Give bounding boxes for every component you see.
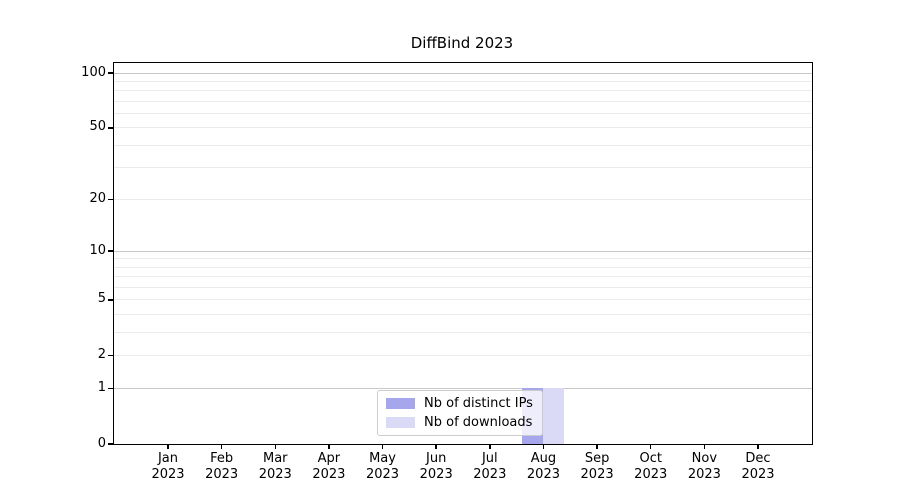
x-tick-label-month: Oct — [639, 451, 662, 466]
legend-swatch-distinct-ips-icon — [386, 398, 415, 410]
x-tick-label-year: 2023 — [634, 467, 668, 482]
x-tick-mark — [489, 444, 491, 449]
y-tick-mark — [108, 387, 113, 390]
legend-label-distinct-ips: Nb of distinct IPs — [424, 396, 533, 412]
bar-downloads — [543, 388, 565, 444]
y-tick-label: 1 — [97, 379, 106, 395]
x-tick-label-year: 2023 — [687, 467, 721, 482]
x-tick-label: Dec 2023 — [723, 451, 793, 483]
y-tick-label: 5 — [97, 291, 106, 307]
legend-entry-downloads: Nb of downloads — [386, 415, 534, 430]
minor-gridline — [114, 287, 812, 289]
x-tick-label: Jul 2023 — [455, 451, 525, 483]
x-tick-label-year: 2023 — [151, 467, 185, 482]
x-tick-label-month: Aug — [530, 451, 557, 466]
x-tick-label-month: Apr — [317, 451, 341, 466]
major-gridline — [114, 72, 812, 74]
x-tick-mark — [596, 444, 598, 449]
x-tick-label-month: Jun — [426, 451, 447, 466]
x-tick-label-year: 2023 — [580, 467, 614, 482]
minor-gridline — [114, 127, 812, 129]
x-tick-mark — [757, 444, 759, 449]
y-tick-label: 20 — [89, 190, 106, 206]
x-tick-mark — [274, 444, 277, 449]
x-tick-label: Apr 2023 — [294, 451, 364, 483]
x-tick-label-year: 2023 — [526, 467, 560, 482]
x-tick-label-year: 2023 — [205, 467, 239, 482]
x-tick-label-year: 2023 — [419, 467, 453, 482]
x-tick-label: May 2023 — [348, 451, 418, 483]
minor-gridline — [114, 167, 812, 169]
legend-swatch-downloads-icon — [386, 416, 415, 428]
legend-label-downloads: Nb of downloads — [424, 414, 533, 430]
y-tick-mark — [108, 354, 113, 357]
minor-gridline — [114, 198, 812, 200]
legend-entry-distinct-ips: Nb of distinct IPs — [386, 396, 534, 411]
x-tick-label: Feb 2023 — [187, 451, 257, 483]
x-tick-mark — [328, 444, 330, 449]
x-tick-mark — [381, 444, 384, 449]
minor-gridline — [114, 276, 812, 278]
x-tick-label-year: 2023 — [312, 467, 346, 482]
x-tick-label-year: 2023 — [741, 467, 775, 482]
x-tick-label-year: 2023 — [365, 467, 400, 482]
y-tick-label: 100 — [81, 64, 106, 80]
x-tick-mark — [435, 444, 437, 449]
x-tick-mark — [167, 444, 169, 449]
major-gridline — [114, 387, 812, 389]
minor-gridline — [114, 355, 812, 357]
x-tick-label-month: Dec — [745, 451, 771, 466]
y-tick-label: 0 — [97, 435, 106, 451]
minor-gridline — [114, 258, 812, 260]
minor-gridline — [114, 80, 812, 82]
x-tick-label: Mar 2023 — [240, 451, 310, 483]
x-tick-mark — [220, 444, 223, 449]
minor-gridline — [114, 266, 812, 268]
minor-gridline — [114, 144, 812, 146]
x-tick-label-year: 2023 — [473, 467, 507, 482]
minor-gridline — [114, 314, 812, 316]
x-tick-label-year: 2023 — [258, 467, 292, 482]
x-tick-mark — [703, 444, 706, 449]
y-tick-mark — [108, 127, 113, 129]
x-tick-label-month: Jul — [481, 451, 498, 466]
x-tick-label-month: May — [369, 451, 396, 466]
y-tick-mark — [108, 198, 113, 200]
x-tick-label-month: Mar — [263, 451, 288, 466]
x-tick-mark — [649, 444, 652, 449]
y-tick-mark — [108, 250, 113, 252]
x-tick-mark — [542, 444, 545, 449]
minor-gridline — [114, 100, 812, 102]
x-tick-label: Jun 2023 — [401, 451, 471, 483]
minor-gridline — [114, 299, 812, 301]
y-tick-label: 2 — [97, 347, 106, 363]
x-tick-label: Jan 2023 — [133, 451, 203, 483]
y-tick-label: 50 — [89, 119, 106, 135]
x-tick-label-month: Nov — [691, 451, 718, 466]
y-tick-mark — [108, 72, 113, 74]
minor-gridline — [114, 332, 812, 334]
y-tick-label: 10 — [89, 242, 106, 258]
y-tick-mark — [108, 443, 113, 445]
minor-gridline — [114, 90, 812, 92]
minor-gridline — [114, 113, 812, 115]
chart-title: DiffBind 2023 — [410, 34, 514, 52]
plot-area: Nb of distinct IPs Nb of downloads 0 1 2 5 1… — [81, 62, 813, 482]
x-tick-label: Aug 2023 — [508, 451, 578, 483]
x-tick-label-month: Feb — [210, 451, 234, 466]
x-tick-label: Nov 2023 — [669, 451, 739, 483]
x-tick-label: Oct 2023 — [616, 451, 686, 483]
legend: Nb of distinct IPs Nb of downloads — [377, 390, 543, 436]
x-tick-label-month: Sep — [584, 451, 610, 466]
y-tick-mark — [108, 299, 113, 301]
x-tick-label: Sep 2023 — [562, 451, 632, 483]
major-gridline — [114, 250, 812, 252]
x-tick-label-month: Jan — [157, 451, 179, 466]
